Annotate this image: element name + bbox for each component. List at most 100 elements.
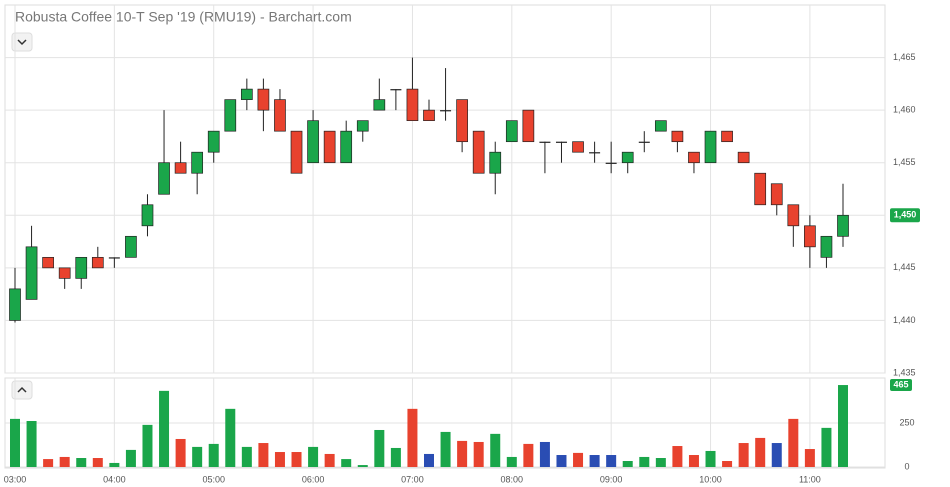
candle-body [688,151,700,164]
volume-tick-label: 250 [899,417,914,427]
candle-body [754,172,767,206]
volume-bar [26,421,37,467]
x-tick-label: 11:00 [799,474,821,484]
last-volume-tag [890,379,912,392]
candle-body [770,183,783,206]
candle-body [373,99,386,111]
volume-bar [43,459,54,467]
volume-bar [10,418,20,467]
volume-bar [589,455,600,467]
volume-bar [490,433,501,467]
volume-bar [208,443,219,467]
candle-body [323,130,336,164]
last-price-tag [890,208,920,223]
volume-bar [688,455,699,467]
candle-body [671,130,684,143]
candle-body [240,88,253,100]
volume-bar [622,461,633,467]
volume-bar [457,440,468,467]
volume-bar [705,450,716,467]
candle-body [621,151,634,164]
volume-bar [539,441,550,467]
volume-bar [225,408,236,467]
volume-bar [142,424,153,467]
candle-body [207,130,220,153]
candle-body [406,88,419,122]
candle-body [423,109,435,122]
candle-body [737,151,750,164]
candle-body [555,141,567,143]
candle-body [274,99,286,132]
candle-body [141,204,154,227]
volume-bar [573,452,584,467]
y-tick-label: 1,445 [893,262,916,272]
candle-body [489,151,502,174]
last-price-label: 1,450 [894,210,917,220]
candle-body [356,120,369,132]
volume-bar [92,458,103,467]
volume-bar [506,456,517,467]
x-tick-label: 04:00 [103,474,126,484]
candle-body [390,89,402,91]
candle-body [440,110,452,112]
volume-bar [523,443,534,467]
candle-body [704,130,717,164]
volume-bar [374,429,385,467]
candle-body [108,257,120,259]
volume-bar [341,459,352,467]
volume-bar [159,390,170,467]
volume-bar [59,456,70,467]
candle-body [9,288,21,321]
volume-bar [606,455,617,467]
candle-body [224,99,237,132]
volume-bar [291,452,302,467]
candle-body [75,256,88,279]
collapse-button[interactable] [11,32,33,52]
x-tick-label: 08:00 [501,474,524,484]
x-tick-label: 07:00 [401,474,424,484]
volume-bar [655,458,666,467]
candle-body [340,130,353,164]
volume-bar [241,446,252,467]
volume-bar [424,453,434,467]
candle-body [125,235,137,258]
volume-collapse-button[interactable] [11,380,33,400]
volume-bar [440,431,451,467]
y-tick-label: 1,455 [893,157,916,167]
volume-bar [175,438,186,467]
candle-body [91,256,104,269]
volume-tick-label: 0 [904,461,909,471]
volume-bar [804,449,815,467]
volume-bar [473,441,484,467]
candle-body [820,235,833,258]
volume-bar [390,447,401,467]
candle-body [42,256,54,269]
volume-bar [125,449,136,467]
volume-bar [722,461,733,467]
x-tick-label: 09:00 [600,474,623,484]
x-tick-label: 05:00 [202,474,225,484]
candle-body [257,88,270,111]
volume-bar [788,418,799,467]
volume-bar [738,443,749,467]
volume-bar [324,453,335,467]
y-tick-label: 1,465 [893,52,916,62]
last-volume-label: 465 [893,379,908,389]
candle-body [787,204,800,227]
price-panel [4,4,886,374]
volume-bar [109,462,120,467]
volume-bar [838,385,848,467]
candle-body [307,120,319,164]
candle-body [158,162,170,195]
candle-body [58,267,71,279]
candle-body [638,141,650,143]
candle-body [472,130,485,174]
volume-bar [556,455,567,467]
candle-body [605,162,617,164]
volume-bar [192,446,203,467]
candle-body [505,120,518,143]
volume-bar [308,446,319,467]
candle-body [539,141,551,143]
candle-body [25,246,38,300]
